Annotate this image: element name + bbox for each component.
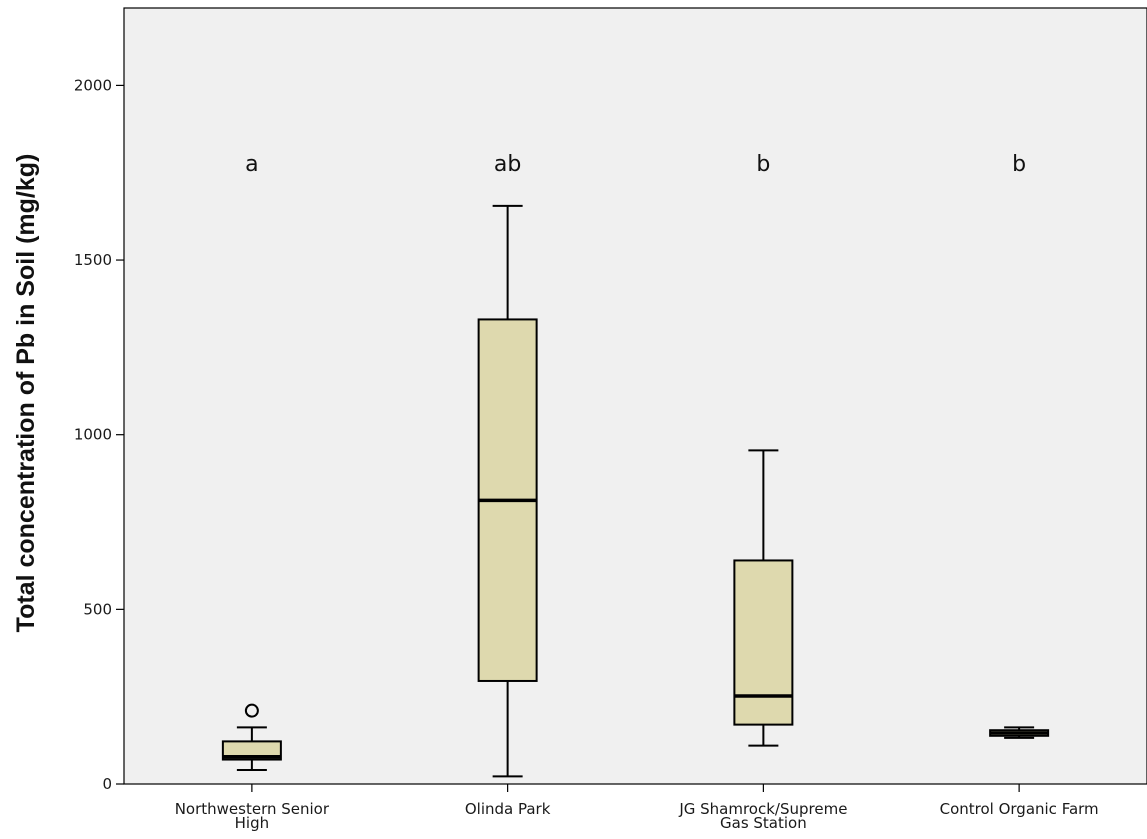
box-group: b <box>733 152 794 747</box>
x-axis: Northwestern Senior High Olinda Park JG Sha… <box>175 784 1099 832</box>
y-axis-title: Total concentration of Pb in Soil (mg/kg… <box>12 154 40 633</box>
significance-label: b <box>756 152 770 177</box>
x-category-label: JG Shamrock/Supreme Gas Station <box>678 800 847 832</box>
box-series: a ab b b <box>221 152 1050 778</box>
significance-label: b <box>1012 152 1026 177</box>
significance-label: a <box>245 152 258 177</box>
significance-label: ab <box>494 152 521 177</box>
box-group: b <box>989 152 1050 739</box>
x-category-label-line: Control Organic Farm <box>940 800 1099 818</box>
y-tick-label: 1500 <box>74 251 112 269</box>
box-group: ab <box>477 152 538 778</box>
box-iqr <box>733 559 794 726</box>
x-category-label-line: Northwestern Senior <box>175 800 330 818</box>
x-category-label: Northwestern Senior High <box>175 800 330 832</box>
x-category-label-line: Gas Station <box>720 814 807 832</box>
plot-area <box>123 7 1147 785</box>
box-group: a <box>221 152 282 772</box>
y-tick-label: 2000 <box>74 76 112 94</box>
x-category-label-line: High <box>235 814 269 832</box>
y-tick-label: 1000 <box>74 426 112 444</box>
x-category-label: Control Organic Farm <box>940 800 1099 818</box>
x-category-label: Olinda Park <box>465 800 551 818</box>
x-category-label-line: Olinda Park <box>465 800 551 818</box>
outlier-point <box>244 703 259 718</box>
x-category-label-line: JG Shamrock/Supreme <box>678 800 847 818</box>
y-axis: 0 500 1000 1500 2000 <box>74 76 124 793</box>
y-tick-label: 0 <box>102 775 112 793</box>
y-tick-label: 500 <box>83 600 112 618</box>
